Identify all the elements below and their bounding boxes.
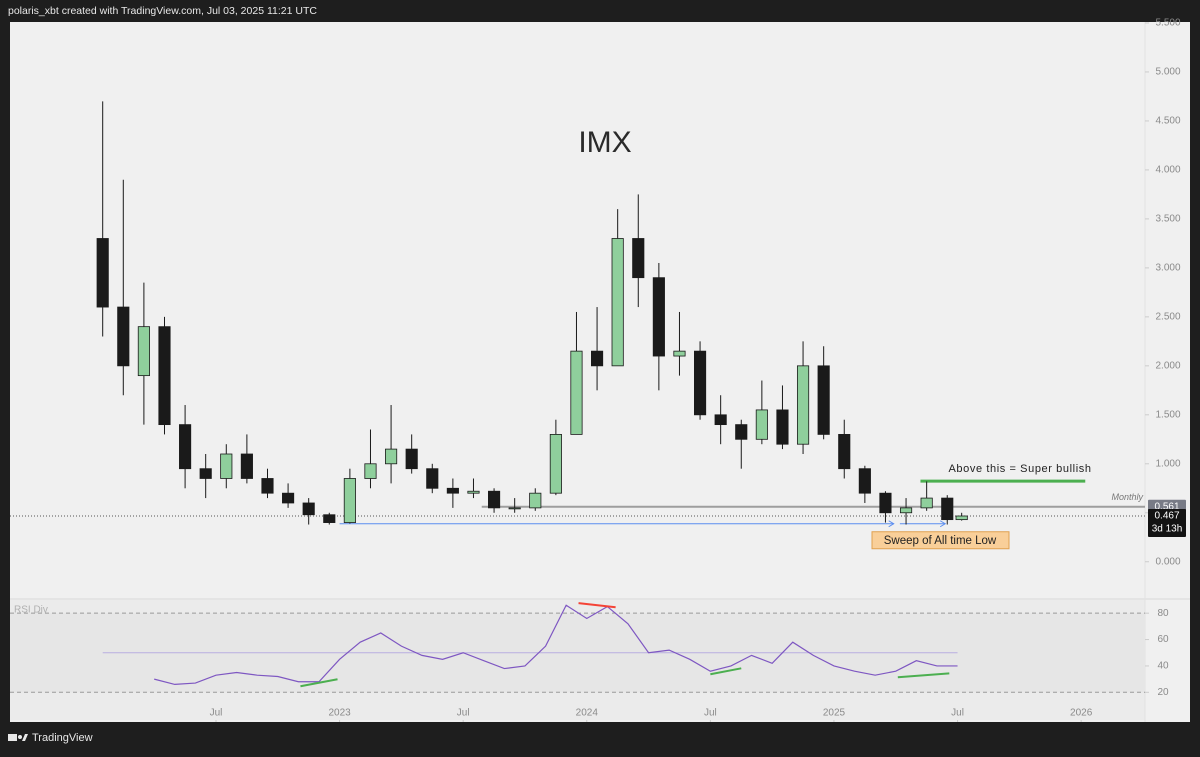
candle-body bbox=[879, 492, 892, 514]
arrow-head bbox=[939, 520, 947, 528]
candle-body bbox=[426, 468, 439, 489]
candle-body bbox=[117, 306, 130, 367]
y-tick-label: 2.500 bbox=[1155, 311, 1180, 322]
rsi-tick-label: 40 bbox=[1157, 661, 1169, 672]
rsi-tick-label: 80 bbox=[1157, 608, 1169, 619]
candle-body bbox=[673, 350, 686, 357]
candle-body bbox=[343, 478, 356, 523]
header: polaris_xbt created with TradingView.com… bbox=[8, 5, 317, 17]
rsi-tick-label: 20 bbox=[1157, 687, 1169, 698]
x-tick-label: 2025 bbox=[823, 708, 846, 719]
candle-body bbox=[570, 350, 583, 435]
candle-body bbox=[817, 365, 830, 435]
candle-body bbox=[302, 502, 315, 516]
divergence-line bbox=[578, 602, 616, 609]
candle-body bbox=[755, 409, 768, 440]
candle-body bbox=[714, 414, 727, 426]
level-label: Above this = Super bullish bbox=[948, 463, 1091, 475]
divergence-line bbox=[300, 678, 338, 688]
y-tick-label: 4.500 bbox=[1155, 116, 1180, 127]
x-tick-label: 2024 bbox=[576, 708, 599, 719]
rsi-tick-label: 60 bbox=[1157, 634, 1169, 645]
candle-body bbox=[282, 492, 295, 504]
candle-body bbox=[838, 434, 851, 470]
x-tick-label: Jul bbox=[210, 708, 223, 719]
candle-body bbox=[920, 497, 933, 509]
y-tick-label: 1.000 bbox=[1155, 458, 1180, 469]
candle-body bbox=[385, 448, 398, 465]
y-tick-label: 5.000 bbox=[1155, 67, 1180, 78]
y-tick-label: 5.500 bbox=[1155, 18, 1180, 29]
countdown: 3d 13h bbox=[1152, 524, 1183, 535]
brand-logo bbox=[8, 734, 28, 741]
y-tick-label: 3.000 bbox=[1155, 263, 1180, 274]
candle-body bbox=[261, 478, 274, 494]
candle-body bbox=[529, 492, 542, 509]
x-tick-label: 2026 bbox=[1070, 708, 1093, 719]
y-tick-label: 0.000 bbox=[1155, 556, 1180, 567]
price-label: 0.561 bbox=[1154, 501, 1179, 512]
candle-body bbox=[611, 238, 624, 367]
candle-body bbox=[364, 463, 377, 479]
candle-body bbox=[137, 326, 150, 377]
candle-body bbox=[179, 424, 192, 470]
candle-body bbox=[652, 277, 665, 357]
candle-body bbox=[508, 507, 521, 510]
candle-body bbox=[632, 238, 645, 279]
last-price-label: 0.467 bbox=[1154, 511, 1179, 522]
last-price-box bbox=[1148, 509, 1186, 538]
candle-body bbox=[858, 468, 871, 494]
candle-body bbox=[323, 514, 336, 523]
y-tick-label: 3.500 bbox=[1155, 214, 1180, 225]
candle-body bbox=[446, 487, 459, 494]
sweep-label-box bbox=[871, 531, 1010, 550]
candle-body bbox=[693, 350, 707, 416]
x-tick-label: 2023 bbox=[328, 708, 351, 719]
candle-body bbox=[591, 350, 604, 367]
candle-body bbox=[549, 434, 562, 494]
candle-body bbox=[796, 365, 810, 445]
chart-title: IMX bbox=[578, 126, 631, 159]
candle-body bbox=[467, 490, 480, 494]
candle-body bbox=[199, 468, 212, 479]
x-tick-label: Jul bbox=[951, 708, 964, 719]
candle-body bbox=[158, 326, 171, 426]
candle-body bbox=[488, 490, 501, 509]
candle-body bbox=[240, 453, 253, 479]
candle-body bbox=[899, 507, 913, 514]
divergence-line bbox=[897, 672, 950, 679]
x-tick-label: Jul bbox=[704, 708, 717, 719]
candle-body bbox=[96, 238, 109, 308]
candle-body bbox=[735, 424, 748, 440]
rsi-line bbox=[154, 604, 958, 686]
candle-body bbox=[405, 448, 418, 470]
rsi-name: RSI Div bbox=[14, 605, 48, 616]
sweep-label: Sweep of All time Low bbox=[884, 535, 997, 547]
candle-body bbox=[941, 497, 954, 521]
y-tick-label: 2.000 bbox=[1155, 360, 1180, 371]
divergence-line bbox=[710, 667, 742, 676]
y-tick-label: 4.000 bbox=[1155, 165, 1180, 176]
arrow-head bbox=[888, 520, 895, 528]
candle-body bbox=[955, 515, 968, 521]
x-tick-label: Jul bbox=[457, 708, 470, 719]
y-tick-label: 1.500 bbox=[1155, 409, 1180, 420]
candle-body bbox=[220, 453, 233, 479]
level-label: Monthly bbox=[1111, 492, 1143, 502]
candle-body bbox=[776, 409, 789, 445]
brand: TradingView bbox=[32, 732, 93, 744]
